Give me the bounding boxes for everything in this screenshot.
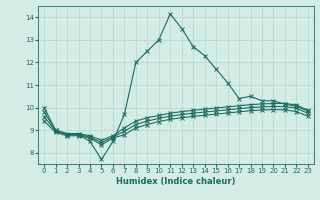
- X-axis label: Humidex (Indice chaleur): Humidex (Indice chaleur): [116, 177, 236, 186]
